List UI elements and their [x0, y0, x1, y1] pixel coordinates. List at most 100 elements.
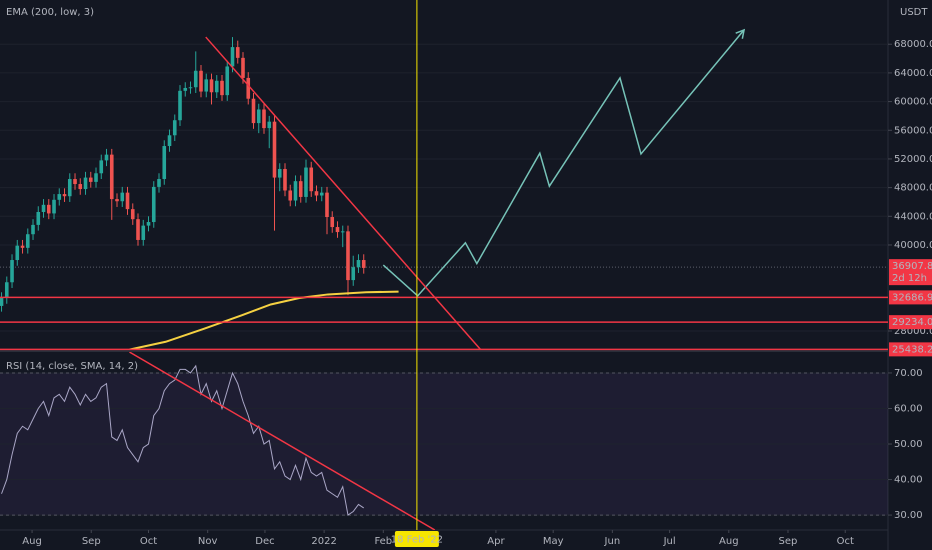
candle-body: [157, 179, 161, 187]
candle-body: [351, 267, 356, 281]
y-tick-label: 30.00: [894, 510, 923, 521]
candle-body: [83, 177, 88, 190]
candle-body: [115, 199, 119, 202]
y-tick-label: 50.00: [894, 439, 923, 450]
x-tick-label: Nov: [198, 536, 218, 547]
candle-body: [214, 80, 219, 93]
ema-line: [129, 290, 399, 350]
candle-body: [4, 282, 9, 299]
candle-body: [62, 194, 67, 197]
candle-body: [78, 184, 83, 190]
candle-body: [277, 168, 282, 178]
candle-body: [293, 181, 298, 201]
last-price-label: 36907.82: [892, 261, 932, 272]
x-tick-label: Feb: [374, 536, 392, 547]
x-tick-label: Dec: [255, 536, 274, 547]
candle-body: [136, 219, 140, 240]
candle-body: [146, 222, 151, 226]
x-tick-label: Aug: [719, 536, 739, 547]
candle-body: [361, 260, 366, 268]
candle-body: [88, 177, 93, 182]
candle-body: [104, 154, 109, 161]
candle-body: [46, 204, 51, 214]
y-tick-label: 48000.00: [894, 183, 932, 194]
candle-body: [199, 70, 203, 92]
x-tick-label: Jul: [663, 536, 676, 547]
x-tick-label: Oct: [837, 536, 854, 547]
candle-body: [340, 231, 345, 233]
candle-body: [346, 231, 350, 281]
candle-body: [67, 179, 72, 197]
candle-body: [57, 194, 62, 200]
candle-body: [125, 192, 130, 210]
currency-unit: USDT: [900, 7, 928, 18]
candle-body: [141, 225, 146, 240]
candle-body: [183, 87, 188, 91]
candle-body: [330, 217, 335, 228]
candle-body: [188, 87, 193, 89]
trend-line: [129, 352, 436, 530]
x-tick-label: Sep: [82, 536, 101, 547]
date-marker-box: [394, 531, 439, 547]
rsi-line: [1, 364, 365, 516]
y-tick-label: 44000.00: [894, 211, 932, 222]
candle-body: [304, 167, 308, 197]
candle-body: [73, 179, 77, 185]
candle-body: [94, 173, 98, 182]
candle-body: [209, 79, 214, 93]
candle-body: [204, 79, 209, 92]
level-label-box: [889, 342, 932, 357]
candle-body: [167, 135, 172, 147]
candle-body: [193, 70, 198, 88]
indicator-title: RSI (14, close, SMA, 14, 2): [6, 361, 138, 372]
candle-body: [109, 154, 114, 200]
level-label-box: [889, 315, 932, 330]
candle-body: [178, 90, 182, 121]
x-tick-label: Apr: [487, 536, 505, 547]
date-marker-label: 18 Feb '22: [391, 535, 443, 546]
candle-body: [246, 77, 251, 99]
projection-arrowhead: [735, 28, 746, 39]
y-tick-label: 60000.00: [894, 97, 932, 108]
y-tick-label: 70.00: [894, 368, 923, 379]
y-tick-label: 60.00: [894, 403, 923, 414]
candle-body: [162, 146, 167, 180]
y-tick-label: 52000.00: [894, 154, 932, 165]
candle-body: [325, 192, 329, 218]
candle-body: [31, 224, 35, 235]
projection-path: [382, 29, 745, 297]
candle-body: [20, 245, 25, 248]
candle-body: [319, 192, 324, 196]
x-tick-label: Sep: [779, 536, 798, 547]
candle-body: [356, 260, 361, 268]
candle-body: [220, 80, 224, 96]
x-tick-label: Jun: [604, 536, 621, 547]
level-label: 32686.98: [892, 292, 932, 303]
candle-body: [120, 192, 125, 202]
x-tick-label: Oct: [140, 536, 157, 547]
level-label-box: [889, 290, 932, 305]
price-pane: [0, 28, 888, 350]
y-tick-label: 64000.00: [894, 68, 932, 79]
y-tick-label: 28000.00: [894, 326, 932, 337]
last-price-box: [889, 259, 932, 286]
y-tick-label: 68000.00: [894, 39, 932, 50]
candle-body: [25, 234, 30, 248]
candle-body: [256, 109, 261, 124]
level-label: 29234.09: [892, 317, 932, 328]
candle-body: [251, 98, 256, 124]
candle-body: [335, 227, 340, 233]
candle-body: [283, 168, 287, 191]
candle-body: [262, 109, 266, 129]
candle-body: [230, 47, 235, 67]
y-tick-label: 56000.00: [894, 125, 932, 136]
rsi-pane: [0, 352, 888, 530]
candle-body: [151, 186, 156, 223]
candle-body: [298, 181, 303, 197]
x-tick-label: Aug: [22, 536, 42, 547]
y-tick-label: 40.00: [894, 475, 923, 486]
countdown-label: 2d 12h: [892, 273, 927, 284]
candle-body: [288, 190, 293, 201]
